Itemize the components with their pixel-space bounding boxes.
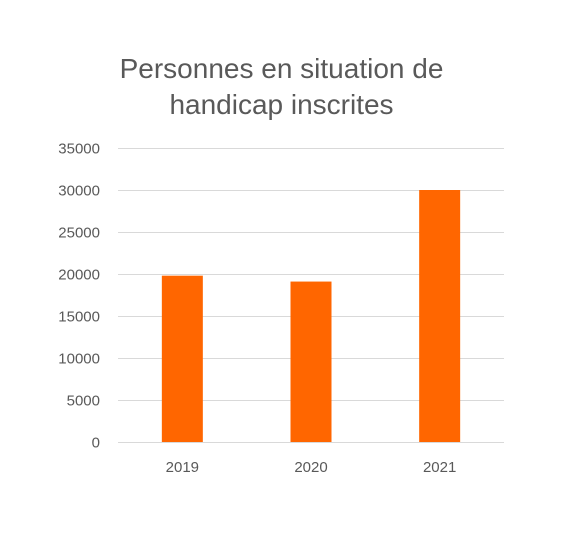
y-tick-label: 15000 <box>58 309 100 326</box>
bars <box>161 190 461 442</box>
y-tick-label: 30000 <box>58 183 100 200</box>
x-tick-label: 2020 <box>294 459 327 476</box>
bar-2020 <box>290 281 332 442</box>
y-tick-label: 20000 <box>58 267 100 284</box>
y-tick-label: 10000 <box>58 351 100 368</box>
chart-title-line-1: Personnes en situation de <box>119 53 444 84</box>
x-axis-ticks: 2019 2020 2021 <box>166 459 457 476</box>
y-axis-ticks: 0 5000 10000 15000 20000 25000 30000 35000 <box>58 141 100 452</box>
y-tick-label: 0 <box>92 435 100 452</box>
x-tick-label: 2021 <box>423 459 456 476</box>
bar-2019 <box>161 275 203 442</box>
x-tick-label: 2019 <box>166 459 199 476</box>
y-tick-label: 25000 <box>58 225 100 242</box>
bar-2021 <box>419 190 461 442</box>
y-tick-label: 5000 <box>67 393 100 410</box>
chart-title-line-2: handicap inscrites <box>169 89 394 120</box>
y-tick-label: 35000 <box>58 141 100 158</box>
